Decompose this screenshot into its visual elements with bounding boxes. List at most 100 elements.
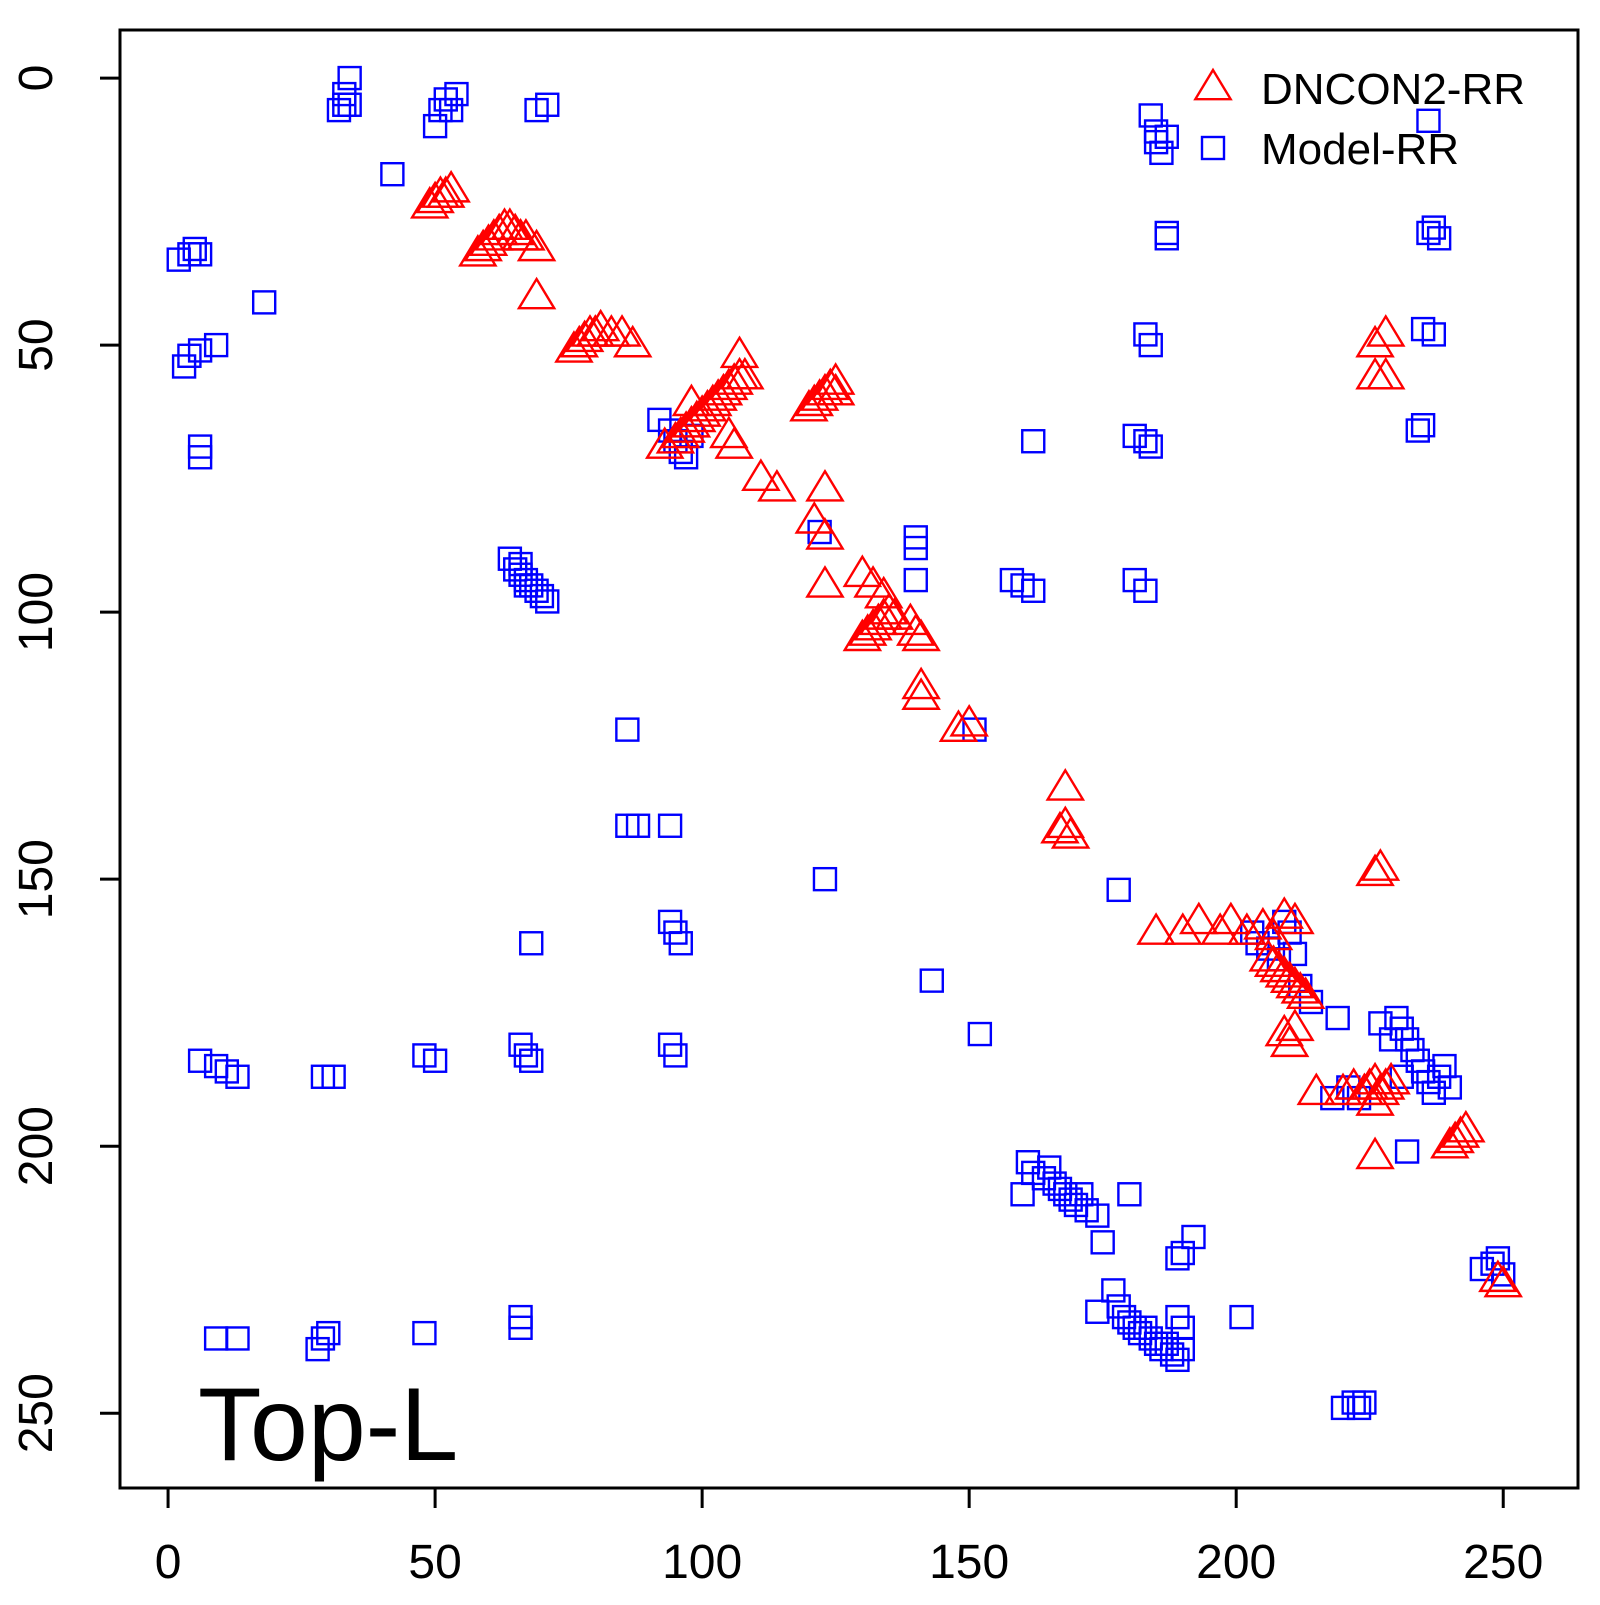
model-rr-point	[251, 290, 277, 315]
plot-frame	[118, 28, 1580, 1490]
dncon2-rr-point	[874, 597, 915, 630]
y-tick-label: 50	[10, 318, 63, 371]
model-rr-point	[519, 931, 544, 956]
model-rr-point	[1352, 1390, 1377, 1415]
dncon2-rr-point	[709, 367, 749, 401]
dncon2-rr-point	[1355, 1136, 1395, 1170]
dncon2-rr-point	[1296, 1072, 1337, 1106]
dncon2-rr-point	[1163, 912, 1203, 945]
y-tick-label: 100	[10, 572, 63, 652]
dncon2-rr-point	[1371, 1061, 1411, 1095]
model-rr-point	[1170, 1315, 1195, 1340]
model-rr-point	[187, 242, 213, 267]
dncon2-rr-point	[858, 602, 899, 636]
x-tick-label: 150	[929, 1536, 1009, 1589]
model-rr-point	[316, 1320, 341, 1346]
model-rr-point	[1421, 322, 1447, 347]
model-rr-point	[187, 445, 213, 470]
dncon2-rr-point	[1365, 1067, 1406, 1100]
y-tick-label: 250	[10, 1373, 63, 1453]
model-rr-point	[668, 931, 693, 956]
model-rr-point	[1165, 1246, 1190, 1271]
dncon2-rr-point	[714, 362, 754, 395]
model-rr-point	[1101, 1278, 1126, 1303]
model-rr-point	[1154, 226, 1179, 251]
dncon2-rr-point	[1355, 1083, 1395, 1116]
model-rr-point	[615, 717, 640, 742]
dncon2-rr-point	[1275, 1008, 1315, 1042]
model-rr-point	[1154, 220, 1179, 246]
model-rr-point	[1426, 226, 1452, 251]
model-rr-point	[1021, 429, 1046, 454]
model-rr-point	[412, 1320, 437, 1346]
dncon2-rr-point	[1435, 1120, 1475, 1154]
dncon2-rr-point	[431, 169, 471, 203]
model-rr-point	[1416, 108, 1441, 133]
model-rr-point	[1106, 877, 1131, 903]
dncon2-rr-point	[1478, 1259, 1518, 1293]
dncon2-rr-point	[1430, 1125, 1470, 1159]
x-axis: 0 50 100 150 200 250	[155, 1486, 1543, 1589]
model-rr-point	[535, 589, 560, 614]
model-rr-point	[1021, 578, 1046, 603]
model-rr-point	[1138, 103, 1163, 128]
dncon2-rr-point	[799, 378, 840, 411]
dncon2-rr-point	[1446, 1109, 1486, 1143]
model-rr-point	[1346, 1395, 1372, 1421]
legend-label: Model-RR	[1261, 125, 1459, 174]
dncon2-rr-point	[495, 212, 535, 246]
dncon2-rr-point	[1269, 1024, 1310, 1058]
model-rr-point	[1421, 1080, 1447, 1105]
model-rr-point	[519, 1048, 544, 1073]
model-rr-point	[203, 1326, 229, 1351]
dncon2-rr-point	[794, 383, 835, 417]
model-rr-point	[225, 1326, 250, 1351]
dncon2-rr-point	[564, 319, 605, 353]
x-tick-label: 200	[1196, 1536, 1276, 1589]
model-rr-point	[310, 1326, 336, 1351]
dncon2-rr-point	[671, 404, 712, 438]
dncon2-rr-point	[580, 308, 621, 342]
dncon2-rr-point	[409, 185, 450, 219]
model-rr-point	[326, 97, 352, 123]
dncon2-rr-point	[516, 276, 557, 310]
series-square	[166, 65, 1516, 1421]
model-rr-point	[422, 1048, 448, 1073]
y-tick-label: 0	[10, 65, 63, 92]
model-rr-point	[513, 573, 539, 598]
dncon2-rr-point	[1280, 971, 1321, 1004]
dncon2-rr-point	[1285, 976, 1326, 1010]
model-rr-point	[187, 1048, 213, 1073]
dncon2-rr-point	[805, 468, 845, 502]
dncon2-rr-point	[693, 383, 733, 417]
dncon2-rr-point	[703, 372, 744, 406]
series-layer	[166, 65, 1523, 1421]
model-rr-point	[513, 1043, 539, 1068]
model-rr-point	[967, 1021, 993, 1047]
dncon2-rr-point	[741, 458, 781, 491]
dncon2-rr-point	[805, 517, 845, 550]
model-rr-point	[438, 97, 464, 123]
model-rr-point	[1405, 418, 1430, 443]
model-rr-point	[1229, 1304, 1254, 1330]
model-rr-point	[1181, 1224, 1206, 1250]
dncon2-rr-point	[559, 324, 600, 358]
model-rr-point	[812, 866, 838, 892]
dncon2-rr-point	[1040, 810, 1080, 844]
x-tick-label: 100	[662, 1536, 742, 1589]
model-rr-point	[1282, 941, 1308, 967]
legend: DNCON2-RR Model-RR	[1193, 65, 1525, 174]
model-rr-point	[625, 813, 651, 838]
dncon2-rr-point	[1360, 848, 1401, 881]
model-rr-point	[1149, 140, 1174, 166]
dncon2-rr-point	[1323, 1072, 1363, 1106]
dncon2-rr-point	[1355, 853, 1395, 887]
dncon2-rr-point	[687, 388, 728, 422]
legend-marker	[1200, 135, 1226, 161]
dncon2-rr-point	[901, 618, 941, 652]
model-rr-point	[380, 161, 405, 187]
dncon2-rr-point	[1275, 901, 1315, 935]
dncon2-rr-point	[661, 415, 701, 449]
